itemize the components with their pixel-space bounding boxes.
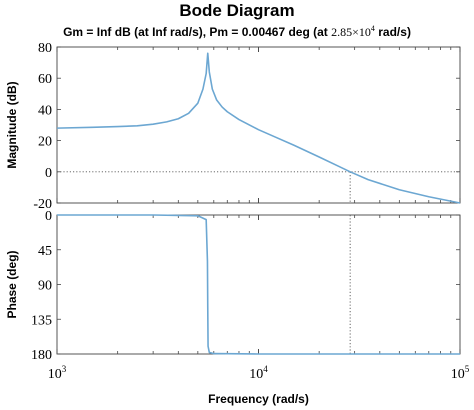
magnitude-y-tick-label: 0 (45, 166, 52, 181)
magnitude-y-axis-label: Magnitude (dB) (5, 81, 19, 168)
magnitude-series-line (56, 52, 461, 204)
phase-y-tick-label: 180 (31, 348, 52, 363)
subtitle-frequency-mantissa: 2.85 (331, 25, 353, 39)
x-axis-label: Frequency (rad/s) (208, 392, 309, 406)
x-tick-label: 103 (48, 364, 67, 382)
phase-y-tick-label: 45 (38, 244, 52, 259)
magnitude-y-tick-label: 40 (38, 103, 52, 118)
subtitle-frequency-exponent: 4 (370, 24, 375, 33)
phase-y-axis-label: Phase (deg) (5, 250, 19, 318)
x-tick-label: 104 (249, 364, 268, 382)
magnitude-axes-frame (56, 46, 461, 204)
magnitude-y-tick-label: -20 (33, 197, 52, 212)
x-tick-label: 105 (451, 364, 470, 382)
magnitude-y-tick-label: 80 (38, 41, 52, 56)
phase-y-tick-label: 90 (38, 279, 52, 294)
magnitude-y-tick-label: 20 (38, 135, 52, 150)
subtitle-frequency-value: 2.85×104 (331, 24, 375, 39)
chart-title: Bode Diagram (179, 1, 295, 20)
subtitle-suffix: rad/s) (374, 25, 411, 39)
phase-y-tick-label: 0 (45, 209, 52, 224)
chart-subtitle: Gm = Inf dB (at Inf rad/s), Pm = 0.00467… (0, 24, 474, 40)
phase-series-line (57, 214, 460, 355)
phase-axes-frame (56, 214, 461, 355)
magnitude-y-tick-label: 60 (38, 72, 52, 87)
subtitle-prefix: Gm = Inf dB (at Inf rad/s), Pm = 0.00467… (63, 25, 332, 39)
phase-y-tick-label: 135 (31, 313, 52, 328)
